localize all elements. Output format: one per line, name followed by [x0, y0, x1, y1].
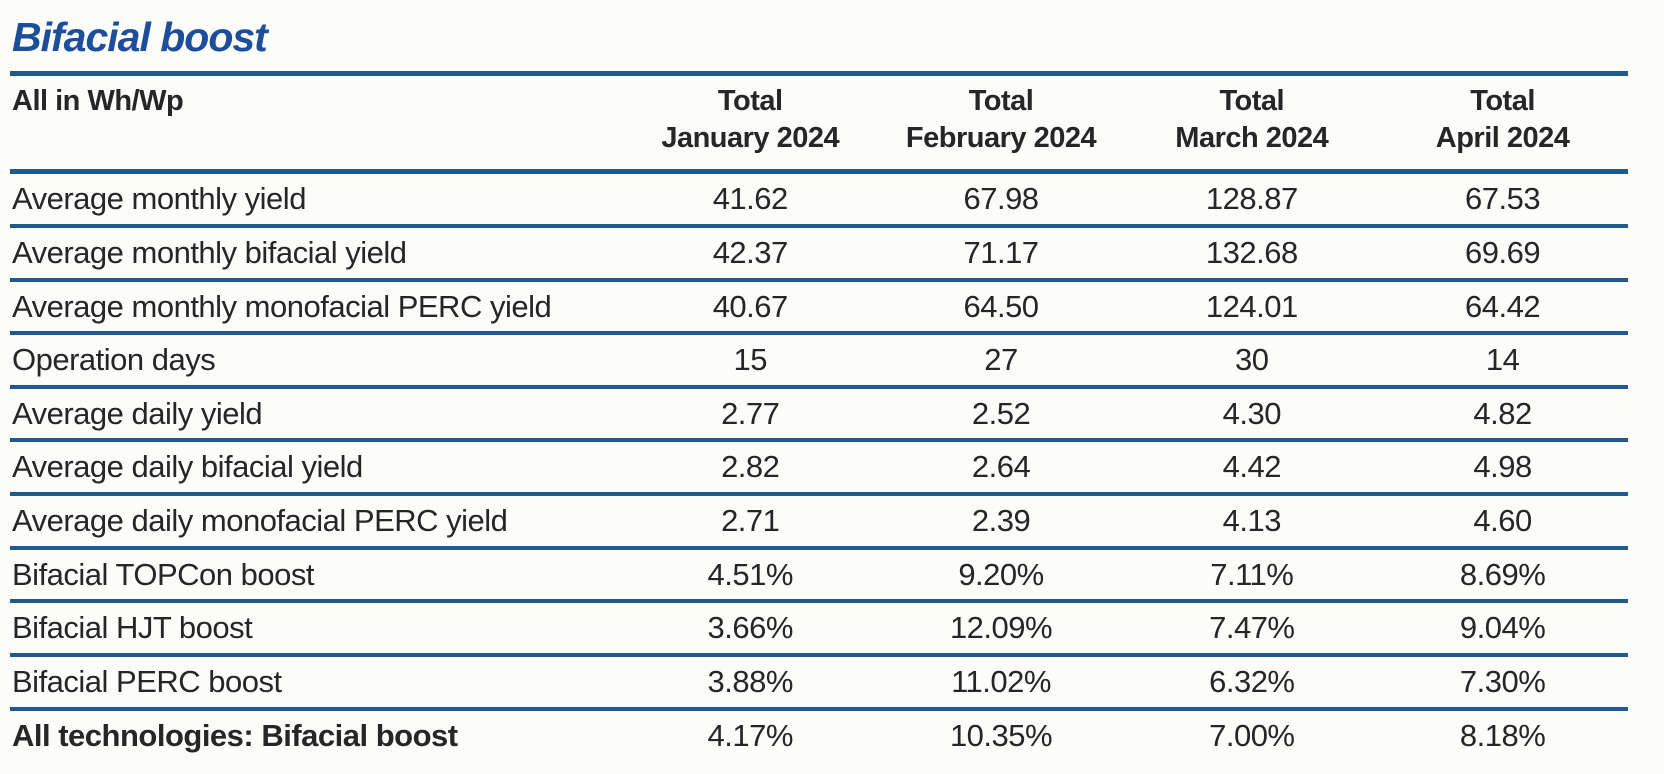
- cell-value: 7.00%: [1209, 717, 1295, 753]
- table-row: Average daily bifacial yield 2.82 2.64 4…: [10, 440, 1628, 497]
- column-header-top: Total: [717, 85, 783, 117]
- cell-value: 67.53: [1377, 171, 1628, 228]
- cell-value: 2.82: [624, 440, 876, 497]
- cell-value: 4.51%: [624, 547, 876, 604]
- column-header-bottom: April 2024: [1435, 122, 1570, 155]
- table-row: Average monthly monofacial PERC yield 40…: [10, 279, 1628, 336]
- cell-value: 2.71: [624, 494, 876, 550]
- cell-value: 30: [1126, 333, 1378, 389]
- column-header-january: Total January 2024: [624, 73, 876, 175]
- cell-value: 41.62: [624, 171, 876, 228]
- table-row-total: All technologies: Bifacial boost 4.17% 1…: [10, 709, 1628, 761]
- cell-value: 27: [875, 333, 1127, 389]
- table-body: Average monthly yield 41.62 67.98 128.87…: [10, 171, 1628, 761]
- cell-value: 40.67: [624, 279, 876, 336]
- cell-value: 64.50: [875, 279, 1127, 336]
- cell-value: 128.87: [1126, 171, 1378, 228]
- unit-note: All in Wh/Wp: [10, 73, 625, 175]
- column-header-bottom: February 2024: [905, 122, 1097, 155]
- row-label: Average daily bifacial yield: [10, 440, 625, 497]
- table-row: Bifacial PERC boost 3.88% 11.02% 6.32% 7…: [10, 654, 1628, 711]
- column-header-april: Total April 2024: [1377, 73, 1628, 175]
- row-label: Average monthly monofacial PERC yield: [10, 279, 625, 336]
- row-label: Average daily yield: [10, 386, 625, 443]
- cell-value: 7.30%: [1377, 654, 1628, 711]
- table-row: Average daily yield 2.77 2.52 4.30 4.82: [10, 386, 1628, 443]
- cell-value: 42.37: [624, 225, 876, 282]
- table-row: Average daily monofacial PERC yield 2.71…: [10, 494, 1628, 550]
- bifacial-boost-table: All in Wh/Wp Total January 2024 Total Fe…: [10, 71, 1628, 760]
- cell-value: 67.98: [875, 171, 1127, 228]
- row-label: Average monthly yield: [10, 171, 625, 228]
- cell-value: 2.39: [875, 494, 1127, 550]
- row-label: Average daily monofacial PERC yield: [10, 494, 625, 550]
- cell-value: 8.18%: [1459, 717, 1546, 753]
- column-header-march: Total March 2024: [1126, 73, 1378, 175]
- cell-value: 69.69: [1377, 225, 1628, 282]
- column-header-bottom: January 2024: [661, 122, 840, 155]
- table-row: Operation days 15 27 30 14: [10, 333, 1628, 389]
- cell-value: 7.11%: [1126, 547, 1378, 604]
- cell-value: 4.42: [1126, 440, 1378, 497]
- cell-value: 12.09%: [875, 601, 1127, 657]
- cell-value: 14: [1377, 333, 1628, 389]
- cell-value: 10.35%: [949, 717, 1053, 753]
- cell-value: 124.01: [1126, 279, 1378, 336]
- cell-value: 3.66%: [624, 601, 876, 657]
- cell-value: 4.98: [1377, 440, 1628, 497]
- column-header-top: Total: [1470, 85, 1535, 117]
- column-header-bottom: March 2024: [1175, 122, 1329, 155]
- cell-value: 71.17: [875, 225, 1127, 282]
- cell-value: 15: [624, 333, 876, 389]
- row-label: Bifacial HJT boost: [10, 601, 625, 657]
- cell-value: 11.02%: [875, 654, 1127, 711]
- table-header: All in Wh/Wp Total January 2024 Total Fe…: [10, 73, 1628, 175]
- cell-value: 132.68: [1126, 225, 1378, 282]
- cell-value: 4.17%: [707, 717, 794, 753]
- cell-value: 2.77: [624, 386, 876, 443]
- table-row: Bifacial HJT boost 3.66% 12.09% 7.47% 9.…: [10, 601, 1628, 657]
- cell-value: 3.88%: [624, 654, 876, 711]
- cell-value: 4.13: [1126, 494, 1378, 550]
- cell-value: 2.64: [875, 440, 1127, 497]
- cell-value: 64.42: [1377, 279, 1628, 336]
- row-label: Bifacial PERC boost: [10, 654, 625, 711]
- cell-value: 4.30: [1126, 386, 1378, 443]
- row-label: Operation days: [10, 333, 625, 389]
- table-row: Average monthly bifacial yield 42.37 71.…: [10, 225, 1628, 282]
- cell-value: 4.60: [1377, 494, 1628, 550]
- row-label: Average monthly bifacial yield: [10, 225, 625, 282]
- cell-value: 6.32%: [1126, 654, 1378, 711]
- cell-value: 4.82: [1377, 386, 1628, 443]
- cell-value: 8.69%: [1377, 547, 1628, 604]
- column-header-top: Total: [968, 85, 1034, 117]
- cell-value: 2.52: [875, 386, 1127, 443]
- row-label: Bifacial TOPCon boost: [10, 547, 625, 604]
- header-row: All in Wh/Wp Total January 2024 Total Fe…: [10, 73, 1628, 175]
- column-header-top: Total: [1219, 85, 1285, 117]
- table-row: Average monthly yield 41.62 67.98 128.87…: [10, 171, 1628, 228]
- cell-value: 9.20%: [875, 547, 1127, 604]
- table-row: Bifacial TOPCon boost 4.51% 9.20% 7.11% …: [10, 547, 1628, 604]
- cell-value: 9.04%: [1377, 601, 1628, 657]
- column-header-february: Total February 2024: [875, 73, 1127, 175]
- page-title: Bifacial boost: [12, 14, 268, 60]
- row-label: All technologies: Bifacial boost: [12, 717, 458, 753]
- cell-value: 7.47%: [1126, 601, 1378, 657]
